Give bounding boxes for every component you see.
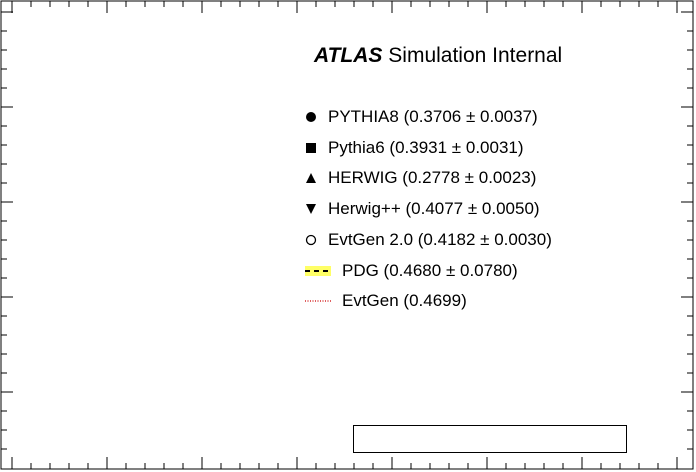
atlas-status-label: Simulation Internal	[388, 44, 563, 67]
legend-marker-filled-circle	[304, 106, 320, 128]
legend-label: Herwig++ (0.4077 ± 0.0050)	[328, 199, 540, 219]
atlas-label: ATLAS Simulation Internal	[314, 44, 562, 68]
atlas-experiment-label: ATLAS	[314, 44, 383, 67]
legend-label: PYTHIA8 (0.3706 ± 0.0037)	[328, 107, 538, 126]
legend-label: PDG (0.4680 ± 0.0780)	[342, 260, 518, 280]
legend-label: EvtGen 2.0 (0.4182 ± 0.0030)	[328, 229, 552, 249]
legend-marker-filled-triangle-up	[304, 167, 320, 189]
legend-marker-dashed-band	[304, 260, 334, 282]
empty-annotation-box	[353, 425, 627, 453]
legend-label: Pythia6 (0.3931 ± 0.0031)	[328, 137, 524, 157]
legend-marker-filled-square	[304, 137, 320, 159]
legend-marker-open-circle	[304, 229, 320, 251]
legend-label: EvtGen (0.4699)	[342, 291, 467, 311]
legend-marker-filled-triangle-down	[304, 198, 320, 220]
legend-marker-dotted-line	[304, 290, 334, 312]
legend-label: HERWIG (0.2778 ± 0.0023)	[328, 168, 537, 188]
